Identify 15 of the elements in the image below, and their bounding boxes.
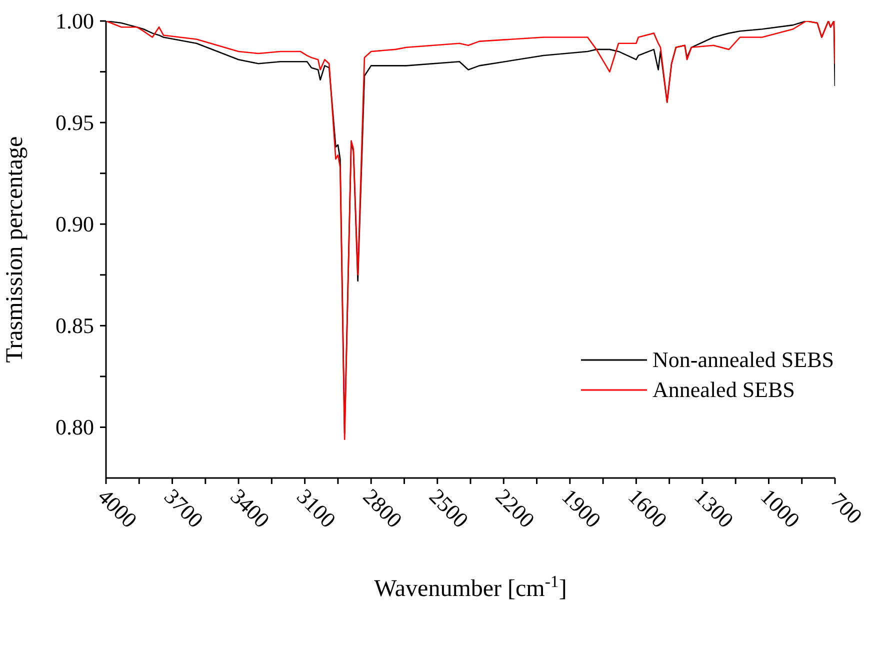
x-tick-label: 1600: [623, 484, 672, 533]
legend-label: Annealed SEBS: [652, 377, 795, 403]
x-tick-label: 4000: [93, 484, 142, 533]
legend-label: Non-annealed SEBS: [652, 347, 834, 373]
y-tick-label: 1.00: [56, 8, 94, 34]
y-tick-label: 0.90: [56, 212, 94, 237]
y-tick-label: 0.85: [56, 313, 94, 338]
x-tick-label: 1300: [690, 484, 738, 533]
x-tick-label: 700: [826, 488, 868, 529]
y-tick-label: 0.80: [56, 414, 94, 440]
x-axis-title: Wavenumber [cm$^{-1}$]: [374, 572, 567, 602]
y-tick-label: 0.95: [56, 110, 94, 136]
x-tick-label: 1900: [557, 484, 606, 533]
y-axis-title: Trasmission percentage: [2, 136, 28, 363]
x-tick-label: 1000: [756, 484, 805, 533]
